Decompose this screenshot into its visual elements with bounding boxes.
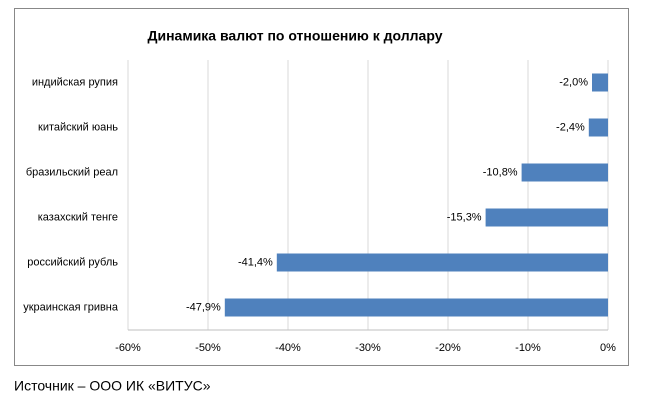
bar	[588, 118, 608, 137]
data-label: -2,0%	[559, 76, 588, 88]
data-label: -47,9%	[186, 301, 221, 313]
y-tick-label: бразильский реал	[26, 166, 118, 178]
bar	[485, 208, 608, 227]
y-tick-label: украинская гривна	[23, 301, 119, 313]
y-tick-label: российский рубль	[27, 256, 118, 268]
x-tick-label: -20%	[435, 342, 461, 354]
y-tick-label: китайский юань	[38, 121, 118, 133]
x-tick-label: 0%	[600, 342, 616, 354]
bar	[276, 253, 608, 272]
x-tick-label: -30%	[355, 342, 381, 354]
x-tick-label: -40%	[275, 342, 301, 354]
bar	[521, 163, 608, 182]
data-label: -2,4%	[556, 121, 585, 133]
data-label: -10,8%	[483, 166, 518, 178]
data-label: -15,3%	[447, 211, 482, 223]
bar	[592, 73, 608, 92]
data-label: -41,4%	[238, 256, 273, 268]
x-tick-label: -60%	[115, 342, 141, 354]
source-note: Источник – ООО ИК «ВИТУС»	[14, 378, 211, 394]
x-tick-label: -50%	[195, 342, 221, 354]
bar	[224, 298, 609, 317]
y-tick-label: казахский тенге	[38, 211, 118, 223]
chart-title: Динамика валют по отношению к доллару	[148, 28, 443, 44]
y-tick-label: индийская рупия	[32, 76, 118, 88]
x-tick-label: -10%	[515, 342, 541, 354]
